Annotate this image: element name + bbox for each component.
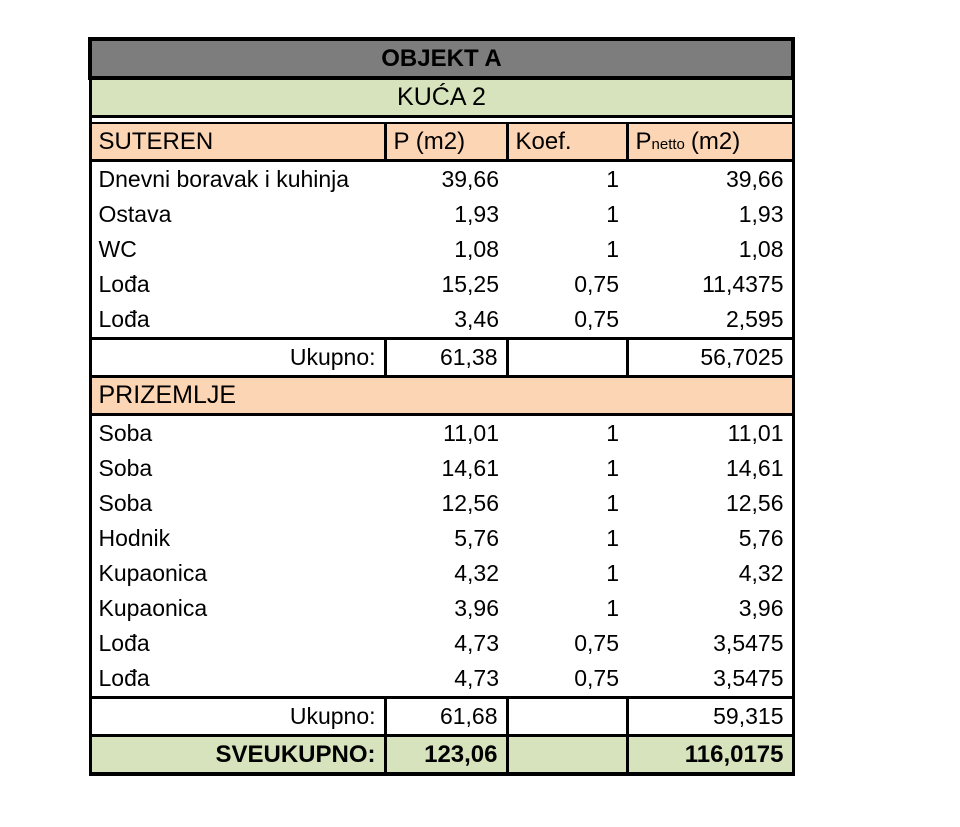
column-header-pnetto: Pnetto (m2): [625, 122, 795, 162]
table-row: Soba 11,01 1 11,01: [90, 415, 793, 452]
koef-cell: 1: [606, 525, 619, 551]
room-name-cell: Soba: [98, 455, 153, 481]
spacer-row: [90, 116, 793, 123]
area-cell: 39,66: [441, 166, 499, 192]
table-row: Kupaonica 3,96 1 3,96: [90, 591, 793, 626]
koef-cell: 1: [606, 455, 619, 481]
netto-area-cell: 12,56: [725, 490, 784, 516]
koef-cell: 1: [606, 420, 619, 446]
column-header-p: P (m2): [383, 122, 509, 162]
area-calculation-sheet: OBJEKT A KUĆA 2 SUTEREN P (m2) Koef. Pne…: [88, 37, 795, 776]
grand-total-label: SVEUKUPNO:: [88, 734, 387, 776]
netto-area-cell: 11,01: [727, 420, 784, 446]
room-name-cell: Lođa: [98, 630, 150, 656]
table-row: Ostava 1,93 1 1,93: [90, 197, 793, 232]
koef-cell: 0,75: [574, 271, 619, 297]
table-row: Soba 12,56 1 12,56: [90, 486, 793, 521]
koef-cell: 1: [606, 560, 619, 586]
koef-cell: 1: [606, 595, 619, 621]
area-cell: 5,76: [454, 525, 499, 551]
column-header-row-suteren: SUTEREN P (m2) Koef. Pnetto (m2): [88, 122, 795, 162]
room-name-cell: Kupaonica: [98, 595, 208, 621]
room-name-cell: Ostava: [98, 201, 172, 227]
netto-area-cell: 11,4375: [702, 271, 784, 297]
netto-area-cell: 5,76: [738, 525, 784, 551]
area-cell: 3,96: [454, 595, 499, 621]
area-table: OBJEKT A KUĆA 2 SUTEREN P (m2) Koef. Pne…: [88, 37, 795, 776]
pnetto-unit: (m2): [690, 127, 741, 155]
netto-area-cell: 14,61: [725, 455, 784, 481]
room-name-cell: Lođa: [98, 306, 150, 332]
subtotal-koef-empty: [505, 337, 629, 378]
grand-total-netto-area: 116,0175: [625, 734, 795, 776]
house-title-row: KUĆA 2: [88, 76, 795, 118]
grand-total-row: SVEUKUPNO: 123,06 116,0175: [88, 734, 795, 776]
subtotal-label: Ukupno:: [88, 696, 387, 737]
netto-area-cell: 4,32: [738, 560, 784, 586]
table-row: Lođa 4,73 0,75 3,5475: [90, 661, 793, 698]
table-row: WC 1,08 1 1,08: [90, 232, 793, 267]
subtotal-row-prizemlje: Ukupno: 61,68 59,315: [88, 696, 795, 737]
table-row: Kupaonica 4,32 1 4,32: [90, 556, 793, 591]
grand-total-area: 123,06: [383, 734, 509, 776]
pnetto-subscript: netto: [651, 135, 685, 153]
building-title-row: OBJEKT A: [88, 37, 795, 80]
area-cell: 12,56: [441, 490, 499, 516]
subtotal-netto-area: 56,7025: [625, 337, 795, 378]
area-cell: 15,25: [441, 271, 499, 297]
subtotal-area: 61,68: [383, 696, 509, 737]
koef-cell: 1: [606, 490, 619, 516]
area-cell: 3,46: [454, 306, 499, 332]
area-cell: 11,01: [443, 420, 499, 446]
table-row: Soba 14,61 1 14,61: [90, 451, 793, 486]
pnetto-symbol: P: [635, 127, 652, 155]
table-row: Dnevni boravak i kuhinja 39,66 1 39,66: [90, 161, 793, 198]
room-name-cell: Soba: [98, 420, 153, 446]
room-name-cell: Soba: [98, 490, 153, 516]
section-header-prizemlje: PRIZEMLJE: [88, 375, 795, 416]
netto-area-cell: 39,66: [725, 166, 784, 192]
area-cell: 4,73: [454, 630, 499, 656]
koef-cell: 1: [606, 166, 619, 192]
netto-area-cell: 3,96: [738, 595, 784, 621]
table-row: Hodnik 5,76 1 5,76: [90, 521, 793, 556]
room-name-cell: Lođa: [98, 665, 150, 691]
netto-area-cell: 1,93: [738, 201, 784, 227]
section-header-row-prizemlje: PRIZEMLJE: [88, 375, 795, 416]
koef-cell: 0,75: [574, 306, 619, 332]
grand-total-koef-empty: [505, 734, 629, 776]
room-name-cell: WC: [98, 236, 137, 262]
netto-area-cell: 3,5475: [713, 630, 784, 656]
koef-cell: 0,75: [574, 665, 619, 691]
room-name-cell: Hodnik: [98, 525, 171, 551]
subtotal-row-suteren: Ukupno: 61,38 56,7025: [88, 337, 795, 378]
room-name-cell: Dnevni boravak i kuhinja: [98, 166, 350, 192]
section-header-suteren: SUTEREN: [88, 122, 387, 162]
koef-cell: 1: [606, 201, 619, 227]
koef-cell: 0,75: [574, 630, 619, 656]
subtotal-label: Ukupno:: [88, 337, 387, 378]
area-cell: 4,32: [454, 560, 499, 586]
column-header-koef: Koef.: [505, 122, 629, 162]
house-title: KUĆA 2: [88, 76, 795, 118]
building-title: OBJEKT A: [88, 37, 795, 80]
room-name-cell: Kupaonica: [98, 560, 208, 586]
room-name-cell: Lođa: [98, 271, 150, 297]
netto-area-cell: 1,08: [738, 236, 784, 262]
koef-cell: 1: [606, 236, 619, 262]
table-row: Lođa 4,73 0,75 3,5475: [90, 626, 793, 661]
table-row: Lođa 3,46 0,75 2,595: [90, 302, 793, 339]
subtotal-netto-area: 59,315: [625, 696, 795, 737]
area-cell: 1,93: [454, 201, 499, 227]
netto-area-cell: 3,5475: [713, 665, 784, 691]
area-cell: 1,08: [454, 236, 499, 262]
subtotal-area: 61,38: [383, 337, 509, 378]
subtotal-koef-empty: [505, 696, 629, 737]
netto-area-cell: 2,595: [725, 306, 784, 332]
spacer: [90, 116, 793, 123]
area-cell: 14,61: [441, 455, 499, 481]
table-row: Lođa 15,25 0,75 11,4375: [90, 267, 793, 302]
area-cell: 4,73: [454, 665, 499, 691]
